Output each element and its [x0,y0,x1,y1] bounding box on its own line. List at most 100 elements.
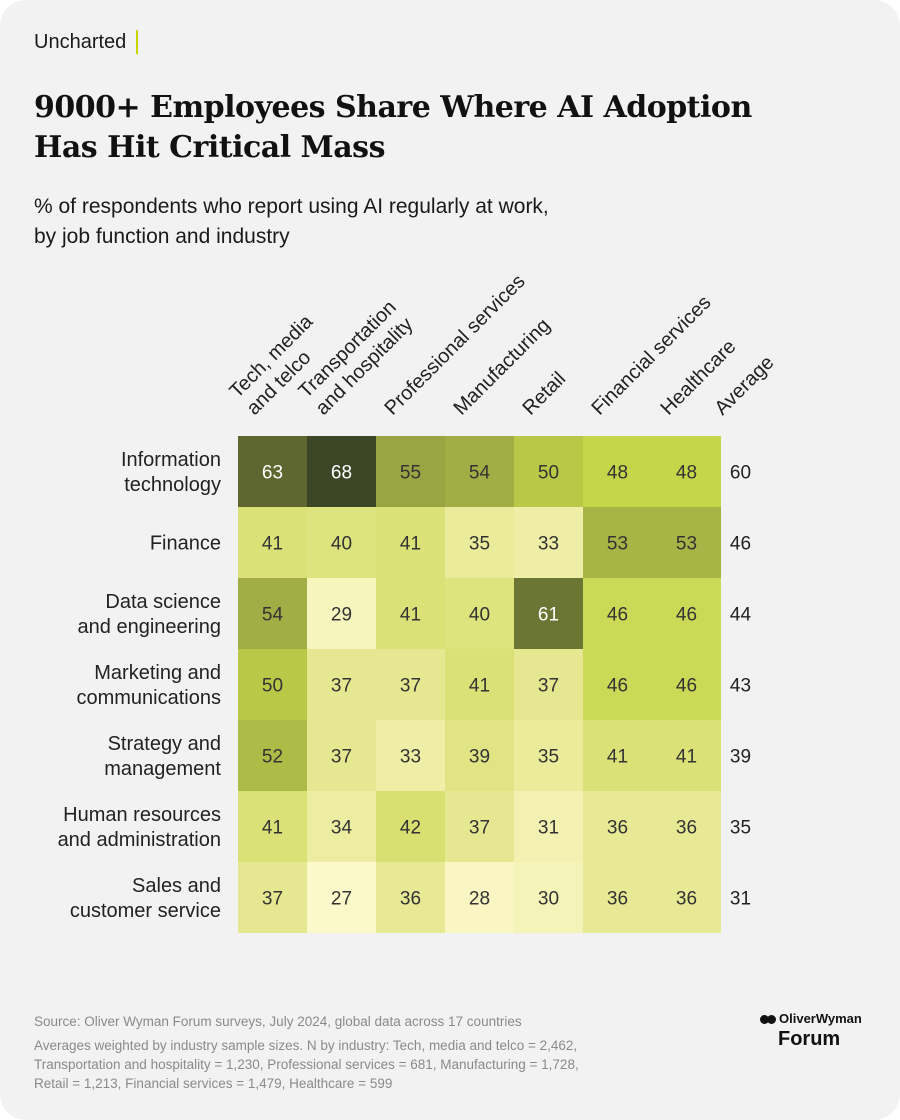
row-label: Data science and engineering [78,591,221,638]
cell-fill [307,649,376,720]
cell-value: 41 [262,818,283,839]
row-label: Human resources and administration [58,804,221,851]
cell-value: 46 [676,605,697,626]
cell-fill [445,862,514,933]
cell-value: 41 [607,747,628,768]
cell-value: 28 [469,889,490,910]
title-line: Has Hit Critical Mass [34,130,385,165]
heatmap-cell: 36 [652,862,721,933]
average-value: 43 [730,676,751,697]
cell-value: 33 [538,534,559,555]
heatmap-cell: 48 [583,436,652,507]
cell-fill [376,862,445,933]
heatmap-cell: 41 [376,578,445,649]
heatmap-cell: 40 [307,507,376,578]
row-label-line: customer service [70,900,221,922]
cell-value: 41 [400,534,421,555]
cell-value: 36 [607,818,628,839]
title-line: 9000+ Employees Share Where AI Adoption [34,90,752,125]
cell-value: 46 [607,605,628,626]
cell-value: 46 [676,676,697,697]
heatmap-cell: 39 [445,720,514,791]
heatmap-cell: 54 [445,436,514,507]
cell-value: 36 [400,889,421,910]
heatmap-cell: 53 [652,507,721,578]
logo-subtitle: Forum [778,1028,841,1050]
cell-fill [445,791,514,862]
cell-value: 27 [331,889,352,910]
cell-value: 35 [538,747,559,768]
average-value: 60 [730,463,751,484]
cell-value: 68 [331,463,352,484]
cell-value: 30 [538,889,559,910]
cell-value: 61 [538,605,559,626]
heatmap-cell: 50 [238,649,307,720]
heatmap-cell: 37 [445,791,514,862]
cell-value: 48 [607,463,628,484]
note-line: Averages weighted by industry sample siz… [34,1038,578,1053]
cell-fill [376,507,445,578]
cell-fill [238,862,307,933]
heatmap-cell: 52 [238,720,307,791]
cell-fill [238,791,307,862]
column-label: Financial services [587,292,715,420]
heatmap-cell: 36 [583,862,652,933]
heatmap-cell: 50 [514,436,583,507]
heatmap-cell: 35 [445,507,514,578]
heatmap-cell: 33 [514,507,583,578]
row-label-line: and engineering [78,616,221,638]
cell-value: 35 [469,534,490,555]
cell-value: 48 [676,463,697,484]
row-label-line: Data science [105,591,221,613]
cell-value: 41 [676,747,697,768]
cell-value: 33 [400,747,421,768]
note-line: Retail = 1,213, Financial services = 1,4… [34,1076,393,1091]
cell-fill [583,507,652,578]
row-label-line: Strategy and [108,733,221,755]
heatmap-cell: 40 [445,578,514,649]
heatmap-cell: 46 [583,578,652,649]
cell-fill [652,862,721,933]
cell-fill [652,649,721,720]
methodology-note: Averages weighted by industry sample siz… [34,1036,674,1093]
row-label: Sales and customer service [70,875,221,922]
cell-fill [307,862,376,933]
row-label-line: management [104,758,221,780]
heatmap-cell: 41 [445,649,514,720]
row-label-line: Marketing and [94,662,221,684]
cell-fill [583,578,652,649]
heatmap-cell: 34 [307,791,376,862]
cell-value: 52 [262,747,283,768]
cell-value: 50 [538,463,559,484]
heatmap-cell: 37 [376,649,445,720]
heatmap-cell: 35 [514,720,583,791]
cell-value: 54 [262,605,284,626]
cell-fill [376,720,445,791]
cell-fill [445,720,514,791]
cell-value: 34 [331,818,353,839]
cell-value: 36 [676,818,697,839]
heatmap-cell: 53 [583,507,652,578]
row-label: Strategy and management [104,733,221,780]
brand-label: Uncharted [34,30,139,54]
heatmap-cell: 27 [307,862,376,933]
heatmap-cell: 41 [238,507,307,578]
cell-fill [652,791,721,862]
cell-fill [652,578,721,649]
heatmap-cell: 33 [376,720,445,791]
heatmap-cell: 37 [307,720,376,791]
heatmap-cell: 42 [376,791,445,862]
row-label-line: communications [76,687,221,709]
chart-footer: Source: Oliver Wyman Forum surveys, July… [34,1012,674,1093]
logo-wordmark: OliverWyman [779,1011,862,1026]
cell-fill [307,436,376,507]
column-label-line: Retail [518,368,570,420]
average-value: 46 [730,534,751,555]
cell-value: 36 [607,889,628,910]
subtitle-line: by job function and industry [34,225,290,248]
row-label-line: Information [121,449,221,471]
heatmap-cell: 55 [376,436,445,507]
column-label-line: Financial services [587,292,715,420]
row-label-line: Sales and [132,875,221,897]
